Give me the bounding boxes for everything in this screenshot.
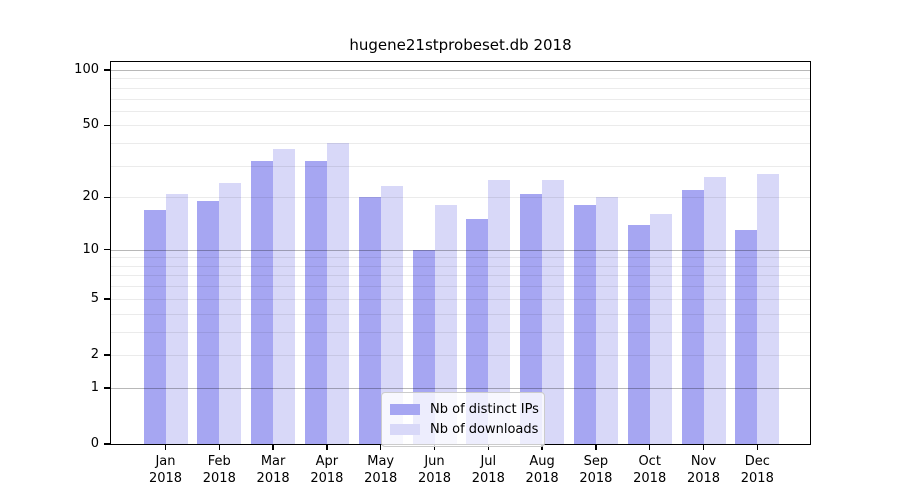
bar-distinct-ips-may xyxy=(358,197,381,444)
y-tick-20 xyxy=(104,196,111,199)
x-tick-may xyxy=(379,444,382,450)
y-tick-5 xyxy=(104,298,111,300)
bar-distinct-ips-jul xyxy=(466,219,489,444)
x-tick-label-dec: Dec 2018 xyxy=(740,454,774,486)
legend-item-distinct-ips: Nb of distinct IPs xyxy=(390,399,539,419)
gridline-minor-20 xyxy=(111,197,810,199)
x-tick-apr xyxy=(326,444,328,450)
gridline-minor-50 xyxy=(111,125,810,127)
bar-distinct-ips-apr xyxy=(304,160,327,444)
bar-distinct-ips-mar xyxy=(251,160,274,444)
legend-swatch-downloads xyxy=(390,423,420,435)
y-tick-2 xyxy=(104,354,111,356)
gridline-minor-8 xyxy=(111,265,810,267)
gridline-minor-90 xyxy=(111,78,810,80)
gridline-major-100 xyxy=(111,70,810,72)
gridline-minor-40 xyxy=(111,143,810,145)
y-tick-label-1: 1 xyxy=(90,379,99,395)
bar-distinct-ips-aug xyxy=(520,193,543,444)
y-tick-10 xyxy=(104,248,111,251)
x-tick-feb xyxy=(218,444,221,450)
y-tick-label-50: 50 xyxy=(82,117,99,133)
bar-distinct-ips-dec xyxy=(735,230,758,444)
legend: Nb of distinct IPs Nb of downloads xyxy=(381,392,545,447)
chart-title: hugene21stprobeset.db 2018 xyxy=(349,36,572,54)
gridline-minor-80 xyxy=(111,87,810,89)
bar-downloads-dec xyxy=(757,173,780,444)
x-tick-aug xyxy=(541,444,543,450)
y-tick-100 xyxy=(104,69,111,71)
x-tick-label-feb: Feb 2018 xyxy=(202,454,236,486)
bar-downloads-aug xyxy=(542,179,565,444)
y-tick-label-100: 100 xyxy=(74,62,99,77)
bar-downloads-nov xyxy=(703,176,726,444)
legend-label-distinct-ips: Nb of distinct IPs xyxy=(430,401,539,417)
x-tick-jan xyxy=(164,444,167,450)
x-tick-label-nov: Nov 2018 xyxy=(686,454,721,486)
gridline-minor-6 xyxy=(111,286,810,288)
bar-downloads-mar xyxy=(273,149,296,444)
y-tick-label-20: 20 xyxy=(82,189,99,205)
gridline-minor-2 xyxy=(111,354,810,356)
y-tick-label-10: 10 xyxy=(82,241,99,257)
gridline-minor-3 xyxy=(111,331,810,333)
legend-swatch-distinct-ips xyxy=(390,403,420,415)
bar-distinct-ips-nov xyxy=(681,189,704,444)
bar-downloads-jan xyxy=(165,193,188,444)
y-tick-50 xyxy=(104,124,111,127)
gridline-minor-30 xyxy=(111,165,810,167)
x-tick-label-jul: Jul 2018 xyxy=(471,454,505,486)
gridline-minor-60 xyxy=(111,110,810,112)
legend-item-downloads: Nb of downloads xyxy=(390,419,538,439)
x-tick-label-oct: Oct 2018 xyxy=(633,454,667,486)
bar-downloads-feb xyxy=(219,183,242,444)
y-tick-label-0: 0 xyxy=(90,436,99,451)
bar-distinct-ips-jan xyxy=(143,209,166,444)
x-tick-label-sep: Sep 2018 xyxy=(579,454,613,486)
x-tick-sep xyxy=(595,444,597,450)
x-tick-oct xyxy=(648,444,651,450)
bar-downloads-sep xyxy=(595,197,618,444)
bar-distinct-ips-feb xyxy=(197,201,220,444)
gridline-minor-7 xyxy=(111,275,810,277)
x-tick-label-jun: Jun 2018 xyxy=(417,454,452,486)
bar-downloads-jul xyxy=(488,179,511,444)
gridline-minor-4 xyxy=(111,313,810,315)
bar-downloads-oct xyxy=(649,214,672,444)
x-tick-label-may: May 2018 xyxy=(364,454,398,486)
bar-downloads-may xyxy=(380,186,403,444)
y-tick-1 xyxy=(104,387,111,389)
x-tick-label-apr: Apr 2018 xyxy=(310,454,344,486)
x-tick-jul xyxy=(487,444,490,450)
bar-distinct-ips-sep xyxy=(573,205,596,444)
x-tick-label-mar: Mar 2018 xyxy=(256,454,290,486)
x-tick-label-aug: Aug 2018 xyxy=(525,454,559,486)
bar-downloads-apr xyxy=(326,143,349,444)
bar-downloads-jun xyxy=(434,205,457,444)
x-tick-nov xyxy=(702,444,705,450)
x-tick-dec xyxy=(756,444,759,450)
x-tick-mar xyxy=(272,444,274,450)
y-tick-label-2: 2 xyxy=(90,346,99,362)
gridline-minor-70 xyxy=(111,98,810,100)
bar-distinct-ips-oct xyxy=(627,224,650,444)
y-tick-label-5: 5 xyxy=(90,290,99,306)
gridline-minor-9 xyxy=(111,257,810,259)
x-tick-label-jan: Jan 2018 xyxy=(148,454,183,486)
gridline-major-1 xyxy=(111,387,810,390)
gridline-major-10 xyxy=(111,249,810,251)
legend-label-downloads: Nb of downloads xyxy=(430,421,539,437)
y-tick-0 xyxy=(104,443,111,445)
gridline-minor-5 xyxy=(111,298,810,300)
plot-area: 100 50 20 10 5 2 1 0 Jan 2018 Feb 2018 Mar 2018 Apr 201… xyxy=(74,62,810,486)
x-tick-jun xyxy=(433,444,436,450)
